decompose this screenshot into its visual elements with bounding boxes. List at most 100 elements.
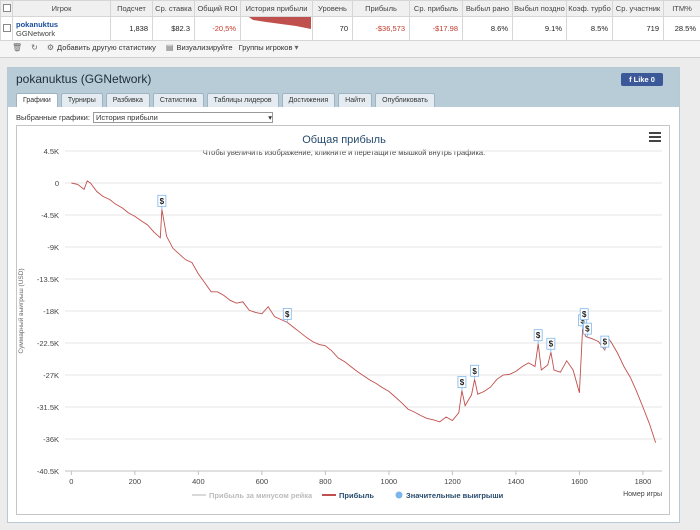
- chart-selector-label: Выбранные графики:: [16, 113, 90, 122]
- y-tick-label: 4.5K: [44, 147, 59, 156]
- chevron-down-icon: ▾: [294, 42, 299, 52]
- col-header-avg-stake[interactable]: Ср. ставка: [152, 0, 195, 17]
- win-marker-flag: [282, 307, 292, 320]
- col-header-profit-history[interactable]: История прибыли: [240, 0, 313, 17]
- chart-subtitle: Чтобы увеличить изображение, кликните и …: [203, 148, 485, 157]
- chevron-down-icon: ▾: [268, 113, 272, 122]
- chart-icon: ▤: [165, 42, 174, 52]
- early-cell: 8.6%: [462, 16, 513, 41]
- panel-tabs: Графики Турниры Разбивка Статистика Табл…: [8, 90, 679, 107]
- avg-stake-cell: $82.3: [152, 16, 195, 41]
- col-header-itm[interactable]: ITM%: [663, 0, 700, 17]
- facebook-like-button[interactable]: f Like 0: [621, 73, 663, 86]
- chart-selector-row: Выбранные графики: История прибыли ▾: [16, 112, 273, 123]
- y-tick-label: -22.5K: [37, 339, 59, 348]
- facebook-icon: f: [629, 75, 632, 84]
- chart-title: Общая прибыль: [302, 134, 386, 146]
- checkbox-icon: [2, 3, 11, 12]
- legend-item-wins: Значительные выигрыши: [406, 491, 504, 500]
- win-marker-flag: [457, 376, 467, 389]
- player-panel: pokanuktus (GGNetwork) f Like 0 Графики Т…: [7, 67, 680, 523]
- tab-tournaments[interactable]: Турниры: [60, 93, 103, 107]
- level-cell: 70: [312, 16, 353, 41]
- y-tick-label: 0: [55, 179, 59, 188]
- win-marker-label: $: [585, 325, 590, 334]
- stats-header-row: Игрок Подсчет Ср. ставка Общий ROI Истор…: [0, 0, 700, 17]
- sparkline-chart: [249, 17, 311, 29]
- late-cell: 9.1%: [512, 16, 567, 41]
- trash-icon[interactable]: 🗑: [12, 42, 23, 52]
- player-cell[interactable]: pokanuktus GGNetwork: [12, 16, 111, 41]
- select-all-checkbox[interactable]: [0, 0, 13, 17]
- stats-header: Игрок Подсчет Ср. ставка Общий ROI Истор…: [0, 0, 700, 58]
- chart-selector-dropdown[interactable]: История прибыли ▾: [92, 112, 273, 123]
- roi-cell: -20,5%: [194, 16, 241, 41]
- panel-header: pokanuktus (GGNetwork) f Like 0: [8, 68, 679, 90]
- y-tick-label: -18K: [43, 307, 59, 316]
- player-groups-label: Группы игроков: [238, 42, 293, 52]
- x-tick-label: 600: [256, 477, 269, 486]
- tab-achievements[interactable]: Достижения: [281, 93, 336, 107]
- win-marker-label: $: [285, 310, 290, 319]
- win-marker-label: $: [460, 378, 465, 387]
- refresh-icon[interactable]: ↻: [31, 42, 38, 52]
- x-tick-label: 1000: [381, 477, 398, 486]
- x-tick-label: 0: [69, 477, 73, 486]
- win-marker-flag: [157, 194, 167, 207]
- legend-swatch-wins: [395, 491, 403, 499]
- tab-charts[interactable]: Графики: [16, 93, 58, 107]
- y-tick-label: -36K: [43, 435, 59, 444]
- x-tick-label: 1200: [444, 477, 461, 486]
- player-name-link[interactable]: pokanuktus: [16, 19, 59, 29]
- tab-publish[interactable]: Опубликовать: [375, 93, 435, 107]
- visualize-label: Визуализируйте: [176, 42, 233, 52]
- y-tick-label: -13.5K: [37, 275, 59, 284]
- profit-cell: -$36,573: [352, 16, 410, 41]
- x-tick-label: 400: [192, 477, 205, 486]
- col-header-count[interactable]: Подсчет: [110, 0, 153, 17]
- col-header-early[interactable]: Выбыл рано: [462, 0, 513, 17]
- add-stats-button[interactable]: ⚙ Добавить другую статистику: [47, 43, 156, 52]
- win-marker-flag: [470, 364, 480, 377]
- win-marker-label: $: [160, 197, 165, 206]
- x-tick-label: 1600: [571, 477, 588, 486]
- col-header-profit[interactable]: Прибыль: [352, 0, 410, 17]
- col-header-avg-field[interactable]: Ср. участник: [612, 0, 664, 17]
- x-tick-label: 800: [319, 477, 332, 486]
- win-marker-label: $: [472, 367, 477, 376]
- legend-item-rake: Прибыль за минусом рейка: [209, 491, 313, 500]
- like-label: Like 0: [633, 75, 655, 84]
- profit-chart[interactable]: Общая прибыль Чтобы увеличить изображение…: [17, 126, 671, 516]
- avg-profit-cell: -$17.98: [409, 16, 463, 41]
- win-marker-label: $: [549, 340, 554, 349]
- col-header-roi[interactable]: Общий ROI: [194, 0, 241, 17]
- y-tick-label: -40.5K: [37, 467, 59, 476]
- col-header-late[interactable]: Выбыл поздно: [512, 0, 567, 17]
- tab-leaderboards[interactable]: Таблицы лидеров: [206, 93, 279, 107]
- player-groups-dropdown[interactable]: Группы игроков ▾: [239, 43, 302, 52]
- profit-history-sparkline: [240, 16, 313, 41]
- y-tick-label: -27K: [43, 371, 59, 380]
- tab-breakdown[interactable]: Разбивка: [105, 93, 150, 107]
- win-marker-label: $: [536, 331, 541, 340]
- table-toolbar: 🗑 ↻ ⚙ Добавить другую статистику ▤ Визуали…: [0, 40, 301, 54]
- row-checkbox[interactable]: [0, 16, 13, 41]
- visualize-button[interactable]: ▤ Визуализируйте: [166, 43, 233, 52]
- col-header-avg-profit[interactable]: Ср. прибыль: [409, 0, 463, 17]
- hamburger-menu-icon[interactable]: [649, 132, 661, 144]
- tab-find[interactable]: Найти: [338, 93, 373, 107]
- table-row: pokanuktus GGNetwork 1,838 $82.3 -20,5% …: [0, 16, 700, 41]
- tab-statistics[interactable]: Статистика: [152, 93, 204, 107]
- win-marker-label: $: [580, 316, 585, 325]
- col-header-player[interactable]: Игрок: [12, 0, 111, 17]
- y-axis-label: Суммарный выигрыш (USD): [17, 268, 25, 353]
- x-tick-label: 1400: [508, 477, 525, 486]
- turbo-cell: 8.5%: [566, 16, 613, 41]
- win-marker-label: $: [603, 338, 608, 347]
- col-header-level[interactable]: Уровень: [312, 0, 353, 17]
- col-header-turbo[interactable]: Коэф. турбо: [566, 0, 613, 17]
- chart-selector-value: История прибыли: [95, 113, 158, 122]
- win-marker-label: $: [582, 310, 587, 319]
- win-marker-flag: [600, 335, 610, 348]
- x-tick-label: 1800: [635, 477, 652, 486]
